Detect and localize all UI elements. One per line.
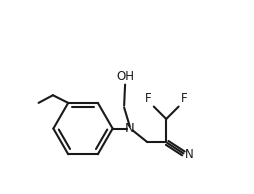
Text: N: N	[185, 148, 194, 161]
Text: F: F	[181, 92, 187, 105]
Text: N: N	[125, 122, 135, 135]
Text: F: F	[145, 92, 152, 105]
Text: OH: OH	[116, 70, 134, 83]
